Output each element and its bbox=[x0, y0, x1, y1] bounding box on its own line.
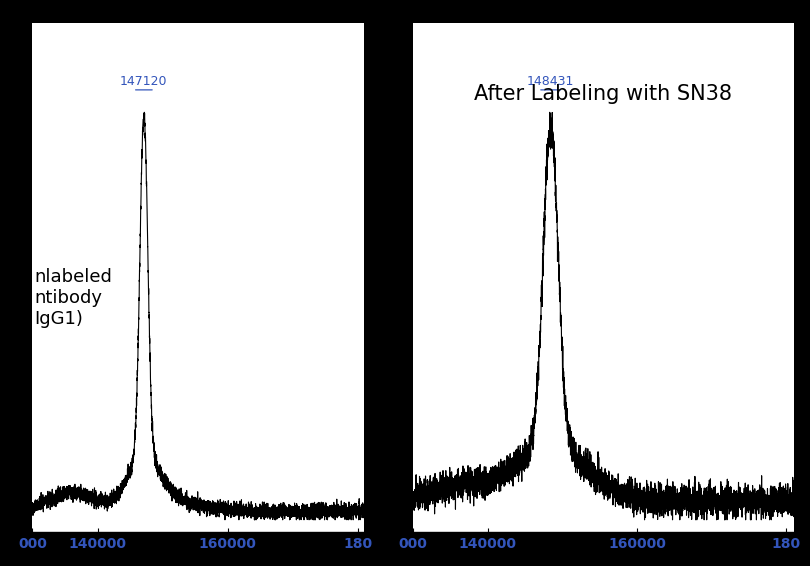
Text: 148431: 148431 bbox=[527, 75, 574, 88]
Text: 147120: 147120 bbox=[120, 75, 168, 88]
Text: After Labeling with SN38: After Labeling with SN38 bbox=[475, 84, 732, 104]
Text: nlabeled
ntibody
IgG1): nlabeled ntibody IgG1) bbox=[34, 268, 112, 328]
